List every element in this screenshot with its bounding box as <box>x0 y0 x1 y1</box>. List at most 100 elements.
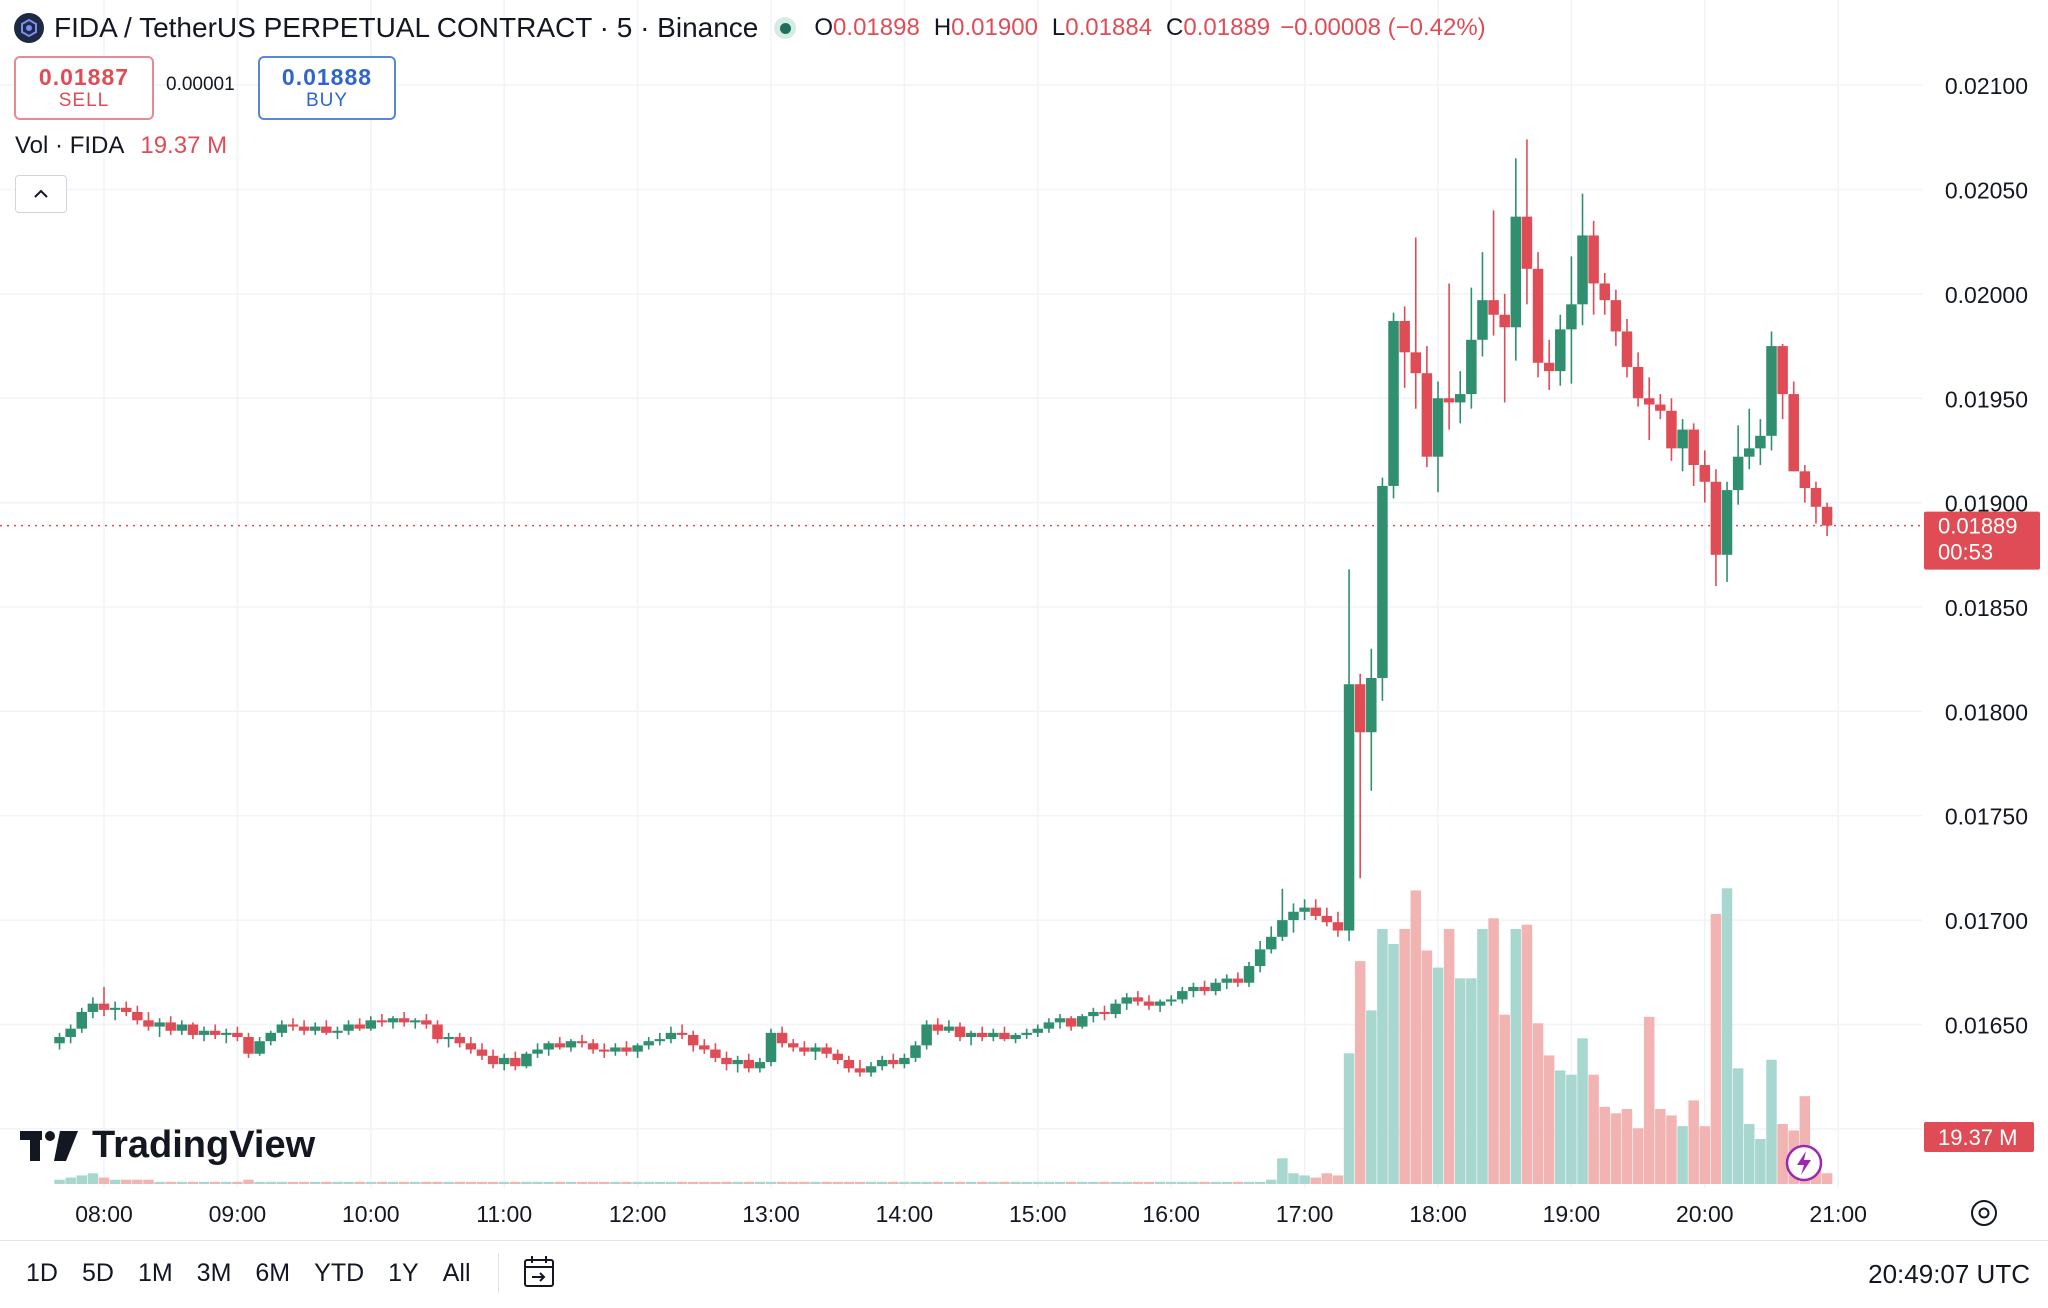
candle-body[interactable] <box>120 1007 132 1012</box>
candle-body[interactable] <box>1454 394 1466 403</box>
candle-body[interactable] <box>1744 448 1755 457</box>
candle-body[interactable] <box>699 1045 710 1050</box>
candle-body[interactable] <box>732 1059 743 1065</box>
candle-body[interactable] <box>1121 997 1132 1004</box>
candle-body[interactable] <box>387 1018 399 1023</box>
candle-body[interactable] <box>1277 920 1288 937</box>
candle-body[interactable] <box>1766 346 1777 436</box>
candle-body[interactable] <box>1221 978 1233 983</box>
range-1d[interactable]: 1D <box>26 1259 58 1287</box>
candle-body[interactable] <box>354 1024 365 1029</box>
candle-body[interactable] <box>1588 235 1599 284</box>
candle-body[interactable] <box>787 1043 799 1048</box>
candle-body[interactable] <box>476 1049 488 1056</box>
candle-body[interactable] <box>1810 488 1822 507</box>
candle-body[interactable] <box>1032 1028 1044 1033</box>
candle-body[interactable] <box>810 1047 821 1052</box>
candle-body[interactable] <box>1655 404 1666 411</box>
candle-body[interactable] <box>921 1024 932 1046</box>
candle-body[interactable] <box>1088 1011 1099 1017</box>
candle-body[interactable] <box>76 1011 88 1029</box>
candle-body[interactable] <box>754 1062 766 1069</box>
candle-body[interactable] <box>643 1041 654 1046</box>
range-6m[interactable]: 6M <box>255 1259 291 1287</box>
candle-body[interactable] <box>487 1055 499 1065</box>
candle-body[interactable] <box>743 1059 755 1069</box>
range-1y[interactable]: 1Y <box>388 1259 419 1287</box>
candle-body[interactable] <box>676 1032 688 1035</box>
candle-body[interactable] <box>1288 911 1299 921</box>
candle-body[interactable] <box>1332 922 1344 931</box>
candle-body[interactable] <box>1366 677 1377 733</box>
candle-body[interactable] <box>1566 304 1577 330</box>
candle-body[interactable] <box>1488 300 1499 315</box>
candle-body[interactable] <box>1510 216 1522 328</box>
candle-body[interactable] <box>599 1049 610 1052</box>
candle-body[interactable] <box>1321 915 1333 923</box>
candle-body[interactable] <box>1755 435 1766 449</box>
candle-body[interactable] <box>1343 684 1355 931</box>
candle-body[interactable] <box>1777 346 1788 395</box>
candle-body[interactable] <box>1688 429 1699 466</box>
candle-body[interactable] <box>1555 329 1566 372</box>
candle-body[interactable] <box>765 1032 777 1063</box>
candle-body[interactable] <box>1021 1032 1032 1035</box>
candle-body[interactable] <box>510 1057 521 1067</box>
utc-clock[interactable]: 20:49:07 UTC <box>1868 1259 2030 1289</box>
candle-body[interactable] <box>554 1043 566 1048</box>
candle-body[interactable] <box>1354 684 1366 733</box>
candle-body[interactable] <box>209 1030 221 1035</box>
range-5d[interactable]: 5D <box>81 1259 114 1287</box>
candle-body[interactable] <box>587 1043 599 1050</box>
candle-body[interactable] <box>54 1037 65 1044</box>
range-1m[interactable]: 1M <box>137 1259 173 1287</box>
candle-body[interactable] <box>232 1032 243 1038</box>
candle-body[interactable] <box>943 1026 955 1031</box>
candle-body[interactable] <box>1054 1018 1066 1023</box>
candle-body[interactable] <box>1443 398 1455 403</box>
candle-body[interactable] <box>454 1037 465 1044</box>
range-3m[interactable]: 3M <box>196 1259 232 1287</box>
candle-body[interactable] <box>143 1020 154 1027</box>
candle-body[interactable] <box>1399 321 1410 353</box>
range-ytd[interactable]: YTD <box>314 1259 365 1287</box>
candle-body[interactable] <box>1154 1001 1166 1006</box>
candle-body[interactable] <box>776 1032 788 1044</box>
candle-body[interactable] <box>1477 300 1488 340</box>
go-to-date-icon[interactable] <box>520 1253 558 1296</box>
candle-body[interactable] <box>321 1026 332 1033</box>
candle-body[interactable] <box>421 1020 432 1025</box>
candle-body[interactable] <box>1177 991 1188 1000</box>
candle-body[interactable] <box>298 1026 310 1031</box>
candle-body[interactable] <box>687 1034 699 1046</box>
candle-body[interactable] <box>1043 1022 1055 1029</box>
candle-body[interactable] <box>1432 398 1444 457</box>
candle-body[interactable] <box>1788 394 1799 472</box>
candle-body[interactable] <box>821 1047 832 1054</box>
candle-body[interactable] <box>498 1057 510 1065</box>
candle-body[interactable] <box>265 1032 277 1042</box>
candle-body[interactable] <box>98 1003 110 1010</box>
candle-body[interactable] <box>1499 314 1510 328</box>
candle-body[interactable] <box>1643 398 1655 405</box>
candle-body[interactable] <box>132 1011 143 1021</box>
candle-body[interactable] <box>254 1041 265 1054</box>
candle-body[interactable] <box>243 1037 254 1054</box>
candle-body[interactable] <box>1621 331 1633 367</box>
volume-legend[interactable]: Vol · FIDA 19.37 M <box>15 132 227 160</box>
candle-body[interactable] <box>976 1032 988 1038</box>
candle-body[interactable] <box>332 1030 343 1033</box>
candle-body[interactable] <box>365 1020 377 1029</box>
candle-body[interactable] <box>1243 966 1255 983</box>
candle-body[interactable] <box>954 1026 966 1038</box>
candle-body[interactable] <box>165 1022 176 1031</box>
candle-body[interactable] <box>154 1022 165 1027</box>
candle-body[interactable] <box>309 1026 321 1031</box>
candle-body[interactable] <box>999 1032 1010 1040</box>
candle-body[interactable] <box>532 1049 543 1054</box>
candle-body[interactable] <box>1732 456 1744 491</box>
candle-body[interactable] <box>1077 1016 1088 1027</box>
market-status-icon[interactable] <box>774 17 797 39</box>
candle-body[interactable] <box>1421 373 1433 457</box>
candle-body[interactable] <box>965 1032 977 1038</box>
